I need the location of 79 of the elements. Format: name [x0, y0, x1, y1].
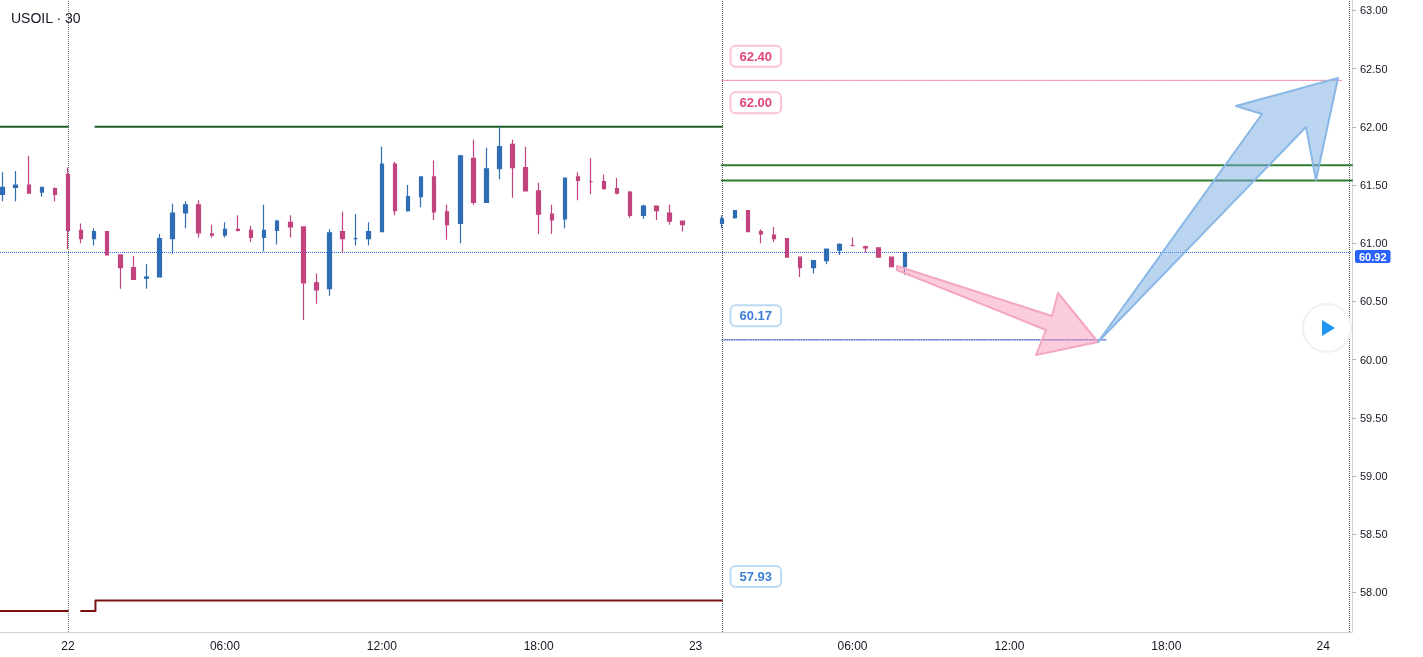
candlestick [522, 146, 529, 192]
candlestick [405, 184, 411, 213]
candlestick [300, 226, 307, 321]
ref-line-label: 60.92 [1359, 250, 1387, 263]
candlestick [457, 154, 464, 244]
candlestick [444, 204, 450, 241]
candlestick [679, 220, 686, 233]
x-tick-label: 06:00 [209, 639, 241, 653]
candlestick [182, 200, 189, 229]
candlestick [235, 214, 241, 233]
annotation: 60.17 [739, 308, 773, 324]
y-tick-label: 58.00 [1360, 586, 1388, 599]
candlestick [614, 177, 620, 195]
y-tick-label: 62.00 [1360, 120, 1388, 133]
candlestick [496, 126, 503, 180]
candlestick [431, 160, 437, 221]
text: USOIL · 30 [11, 10, 81, 26]
candlestick [352, 213, 359, 247]
candlestick [379, 146, 385, 233]
candlestick [313, 272, 320, 305]
candlestick [65, 167, 71, 250]
y-tick-label: 62.50 [1360, 62, 1388, 75]
candlestick [339, 211, 346, 254]
y-tick-label: 61.50 [1360, 179, 1388, 192]
candlestick [562, 177, 568, 229]
y-tick-label: 63.00 [1360, 4, 1388, 17]
candlestick [222, 221, 228, 239]
candlestick [0, 171, 6, 202]
candlestick [78, 222, 84, 244]
candlestick [392, 161, 398, 216]
candlestick [248, 225, 254, 243]
candlestick [52, 186, 58, 202]
candlestick [640, 204, 647, 220]
candlestick [143, 263, 150, 290]
y-tick-label: 61.00 [1360, 237, 1388, 250]
x-tick-label: 23 [688, 639, 703, 653]
y-tick-label: 58.50 [1360, 528, 1388, 541]
candlestick [666, 204, 673, 226]
candlestick [627, 190, 633, 219]
candlestick [12, 170, 19, 202]
candlestick [653, 205, 660, 221]
annotation: 57.93 [739, 569, 773, 585]
candlestick [365, 221, 372, 247]
x-tick-label: 18:00 [1151, 639, 1182, 653]
candlestick [91, 227, 97, 247]
x-tick-label: 12:00 [994, 639, 1025, 653]
y-tick-label: 60.00 [1360, 353, 1388, 366]
candlestick [418, 176, 424, 208]
x-tick-label: 24 [1316, 639, 1331, 653]
candlestick [535, 182, 542, 235]
candlestick [287, 214, 294, 239]
annotation: 62.40 [739, 48, 773, 64]
candlestick [509, 139, 516, 199]
candlestick [39, 186, 45, 198]
candlestick [274, 219, 280, 246]
candlestick [470, 139, 477, 206]
candlestick [588, 157, 594, 195]
candlestick [156, 233, 163, 278]
candlestick [209, 224, 215, 239]
x-tick-label: 18:00 [523, 639, 555, 653]
candlestick [195, 199, 202, 239]
candlestick [26, 155, 32, 194]
candlestick [575, 171, 581, 201]
candlestick [261, 204, 267, 252]
candlestick [104, 231, 110, 256]
candlestick [549, 204, 555, 235]
candlestick [326, 228, 333, 297]
candlestick [169, 203, 176, 255]
x-tick-label: 22 [61, 639, 75, 653]
x-tick-label: 12:00 [366, 639, 398, 653]
annotation: 62.00 [739, 95, 773, 111]
x-tick-label: 06:00 [837, 639, 868, 653]
candlestick [483, 147, 490, 204]
y-tick-label: 59.50 [1360, 411, 1388, 424]
candlestick [130, 255, 137, 280]
y-tick-label: 60.50 [1360, 295, 1388, 308]
y-tick-label: 59.00 [1360, 470, 1388, 483]
candlestick [601, 173, 607, 191]
candlestick [117, 254, 124, 290]
